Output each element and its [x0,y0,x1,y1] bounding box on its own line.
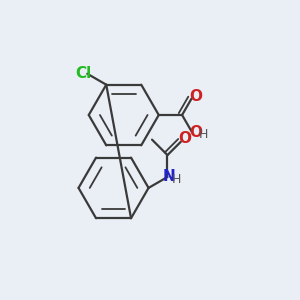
Text: N: N [163,169,175,184]
Text: O: O [190,125,203,140]
Text: O: O [178,131,191,146]
Text: H: H [172,173,182,186]
Text: Cl: Cl [76,66,92,81]
Text: O: O [190,89,203,104]
Text: H: H [199,128,208,141]
